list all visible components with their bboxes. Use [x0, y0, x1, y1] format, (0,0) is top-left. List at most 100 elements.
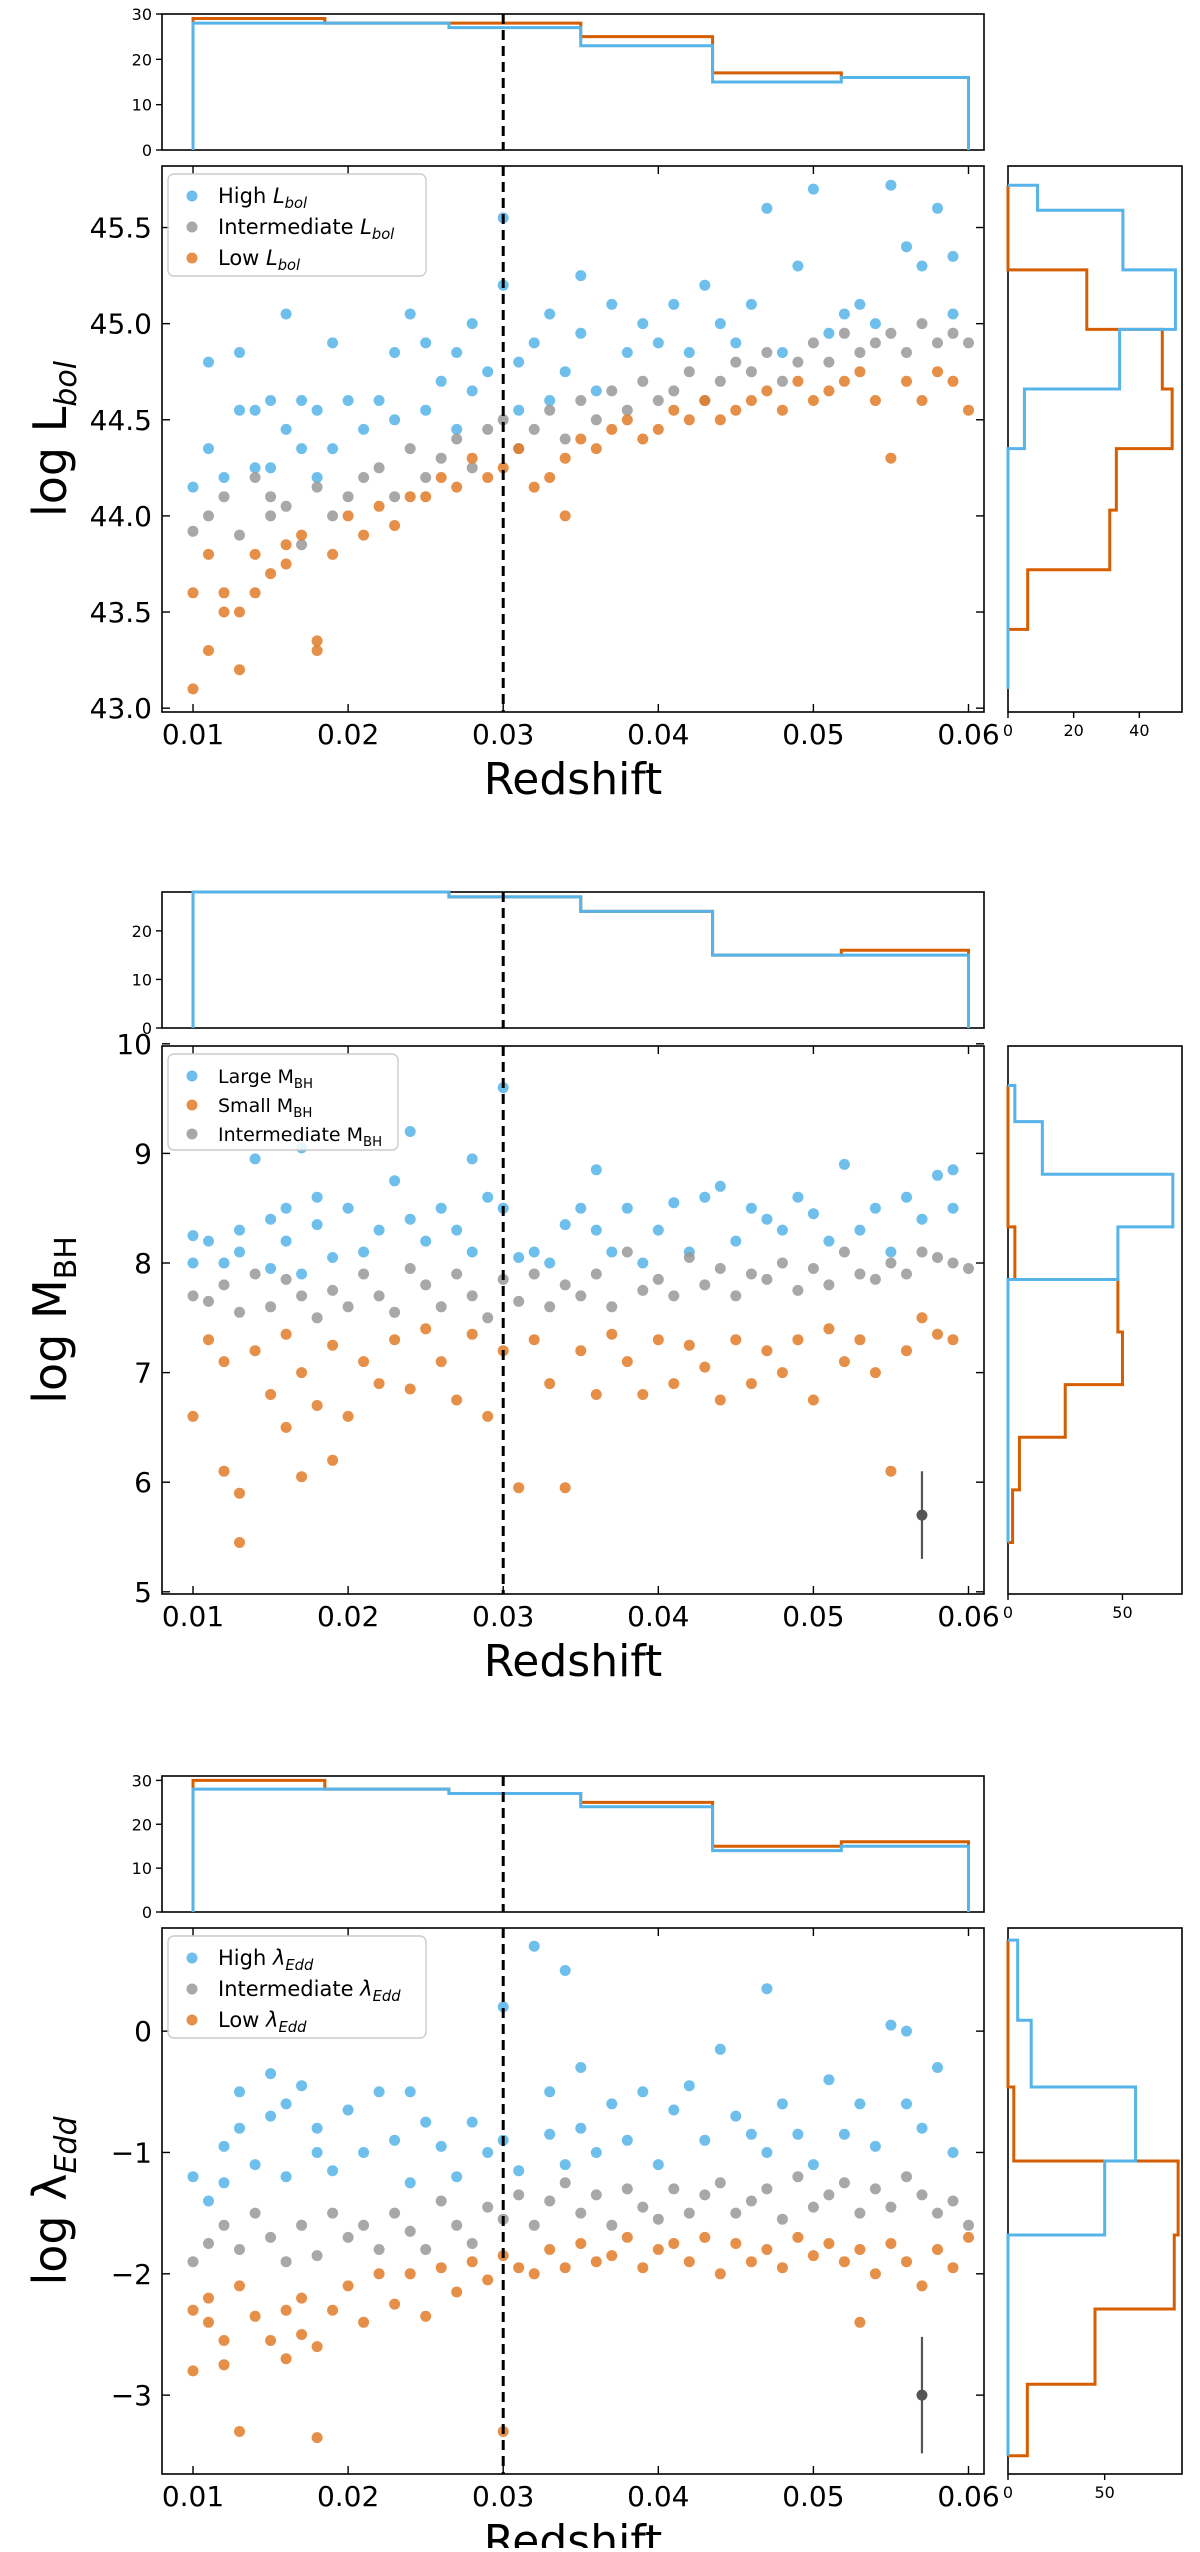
top-histogram: 0 10 20 [132, 890, 985, 1038]
data-point [699, 2134, 711, 2146]
data-point [559, 2177, 571, 2189]
data-point [327, 337, 339, 349]
data-point [218, 587, 230, 599]
series-low [187, 2231, 974, 2444]
y-tick-label: 44.5 [90, 404, 152, 437]
data-point [234, 1246, 245, 1258]
right-hist-high [1006, 183, 1177, 689]
data-point [358, 2147, 370, 2158]
legend-marker [186, 1128, 198, 1140]
data-point [807, 1208, 819, 1220]
data-point [327, 2304, 339, 2316]
data-point [575, 1290, 587, 1302]
data-point [203, 548, 214, 560]
x-axis-label: Redshift [484, 754, 663, 805]
data-point [420, 1235, 432, 1247]
data-point [947, 1257, 959, 1269]
data-point [280, 1202, 292, 1214]
data-point [559, 452, 571, 464]
data-point [373, 395, 385, 406]
data-point [265, 491, 277, 503]
top-hist-high [191, 21, 970, 150]
data-point [683, 366, 695, 378]
y-axis-label-main: log M [23, 1279, 77, 1403]
data-point [683, 2207, 695, 2219]
data-point [435, 1356, 447, 1368]
data-point [187, 1230, 199, 1242]
data-point [544, 2195, 556, 2207]
data-point [187, 1290, 199, 1302]
y-tick-label: 43.5 [90, 596, 152, 629]
chart-lbol: 0.01 0.02 0.03 0.04 0.05 0.06 43.0 43.5 44.0 44.5… [23, 5, 1183, 805]
data-point [296, 1268, 308, 1280]
data-point [435, 2140, 447, 2152]
x-tick-label: 0.04 [627, 1600, 689, 1633]
data-point [963, 2219, 974, 2231]
legend-label-symbol: BH [363, 1135, 382, 1150]
data-point [885, 179, 897, 191]
data-point [420, 2244, 432, 2255]
data-point [218, 2219, 230, 2231]
data-point [544, 308, 556, 320]
data-point [652, 2213, 664, 2225]
data-point [838, 308, 850, 320]
data-point [218, 1279, 230, 1291]
data-point [544, 404, 556, 416]
data-point [575, 1202, 587, 1214]
legend-marker [186, 2014, 198, 2026]
data-point [637, 2201, 649, 2213]
y-axis-label: log Lbol [23, 360, 84, 517]
data-point [451, 1224, 463, 1236]
data-point [590, 1389, 602, 1400]
data-point [838, 375, 850, 387]
x-tick-label: 0.01 [162, 2480, 224, 2513]
data-point [901, 347, 912, 358]
data-point [901, 2171, 912, 2183]
data-point [869, 2268, 881, 2280]
data-point [559, 1219, 571, 1231]
y-tick-label: −2 [111, 2258, 152, 2291]
data-point [218, 2177, 230, 2189]
data-point [916, 1246, 928, 1258]
data-point [730, 2238, 742, 2249]
right-hist-x-tick-label: 50 [1112, 1603, 1132, 1622]
data-point [776, 2213, 788, 2225]
data-point [203, 1334, 214, 1346]
y-tick-label: −3 [111, 2379, 152, 2412]
data-point [389, 491, 401, 503]
top-hist-y-tick-label: 20 [132, 922, 152, 941]
data-point [590, 385, 602, 397]
data-point [280, 2353, 292, 2365]
data-point [218, 1465, 230, 1477]
data-point [807, 2201, 819, 2213]
x-axis-label: Redshift [484, 1636, 663, 1687]
data-point [265, 2110, 277, 2122]
data-point [513, 2165, 525, 2177]
legend-label: Large MBH [218, 1066, 313, 1092]
legend-label-text: High [218, 184, 273, 208]
legend-label-text: High [218, 1946, 273, 1970]
data-point [187, 587, 199, 599]
data-point [947, 1164, 959, 1176]
data-point [544, 1301, 556, 1313]
data-point [373, 1378, 385, 1390]
data-point [621, 2231, 633, 2243]
data-point [932, 1169, 943, 1181]
legend-label-subscript: bol [372, 226, 395, 243]
legend-marker [186, 221, 198, 233]
data-point [249, 462, 261, 474]
series-large [187, 1082, 959, 1280]
right-hist-high [1006, 1938, 1138, 2456]
data-point [807, 2159, 819, 2171]
data-point [637, 318, 649, 330]
data-point [528, 481, 540, 493]
data-point [187, 1257, 199, 1269]
legend-label: Intermediate Lbol [218, 215, 395, 243]
data-point [249, 2159, 261, 2171]
data-point [714, 2177, 726, 2189]
x-tick-label: 0.02 [317, 718, 379, 751]
data-point [869, 337, 881, 349]
data-point [466, 385, 478, 397]
